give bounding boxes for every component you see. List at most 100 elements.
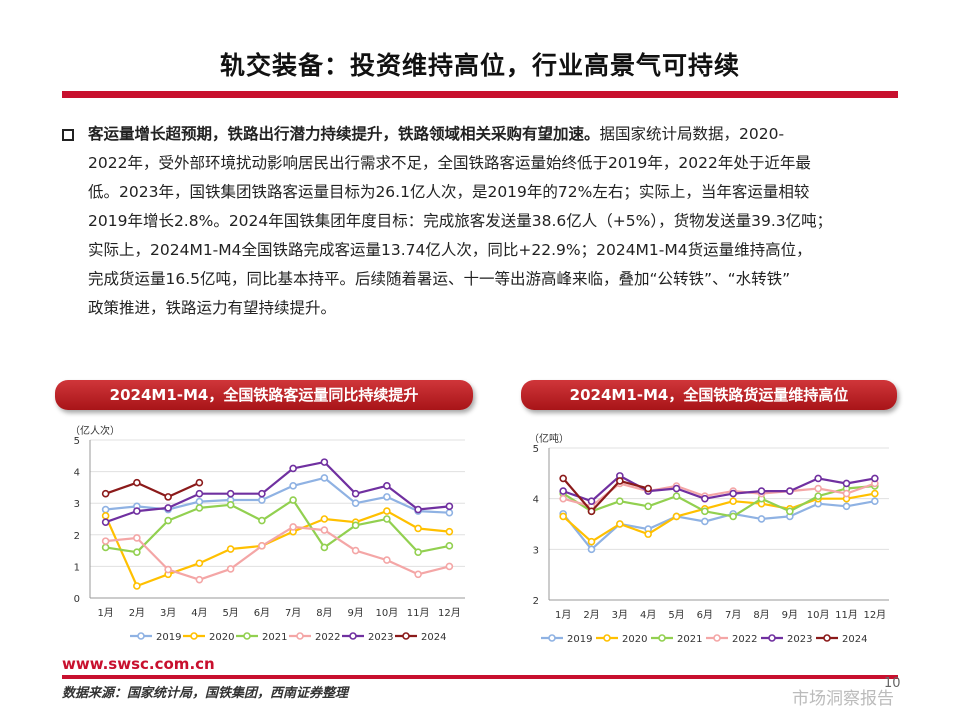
data-point-2021 bbox=[644, 502, 652, 511]
data-point-2021 bbox=[101, 543, 110, 552]
legend-marker-2019 bbox=[548, 634, 556, 642]
series-line-2021 bbox=[105, 498, 450, 554]
series-line-2022 bbox=[105, 525, 450, 581]
data-point-2019 bbox=[101, 505, 110, 514]
x-tick-label: 1月 bbox=[555, 609, 571, 621]
paragraph-line-1: 2022年，受外部环境扰动影响居民出行需求不足，全国铁路客运量始终低于2019年… bbox=[88, 154, 811, 172]
data-point-2023 bbox=[351, 489, 360, 498]
data-point-2022 bbox=[814, 484, 822, 493]
data-point-2020 bbox=[644, 530, 652, 538]
paragraph-line-4: 实际上，2024M1-M4全国铁路完成客运量13.74亿人次，同比+22.9%；… bbox=[88, 241, 812, 259]
data-point-2023 bbox=[757, 487, 766, 495]
data-point-2024 bbox=[101, 489, 110, 498]
data-point-2021 bbox=[258, 516, 266, 525]
data-point-2023 bbox=[814, 474, 822, 483]
x-tick-label: 9月 bbox=[347, 607, 363, 619]
data-point-2020 bbox=[133, 582, 141, 590]
series-line-2021 bbox=[562, 484, 875, 518]
x-tick-label: 5月 bbox=[222, 607, 238, 619]
data-point-2020 bbox=[445, 527, 454, 536]
legend-label-2023: 2023 bbox=[787, 634, 812, 645]
data-point-2021 bbox=[729, 512, 737, 521]
passenger-volume-chart: 0 1 2 3 4 5（亿人次） 1月 2月 3月 4月 5月 6月 7月 8月 9月 10月 11月 12月 20… bbox=[70, 424, 465, 643]
series-line-2024 bbox=[562, 477, 649, 513]
y-axis-unit: （亿人次） bbox=[70, 424, 120, 437]
legend-marker-2021 bbox=[243, 632, 251, 640]
x-tick-label: 9月 bbox=[782, 609, 798, 621]
series-line-2020 bbox=[562, 492, 875, 543]
paragraph-line-6: 政策推进，铁路运力有望持续提升。 bbox=[88, 299, 337, 317]
x-tick-label: 6月 bbox=[254, 607, 270, 619]
data-point-2021 bbox=[445, 542, 454, 550]
data-point-2024 bbox=[133, 478, 141, 487]
data-point-2022 bbox=[133, 534, 141, 542]
data-point-2023 bbox=[414, 505, 422, 514]
data-point-2024 bbox=[587, 507, 596, 516]
legend-marker-2023 bbox=[349, 632, 357, 640]
series-line-2020 bbox=[104, 510, 450, 588]
legend-label-2023: 2023 bbox=[368, 632, 393, 643]
data-point-2021 bbox=[133, 548, 141, 556]
data-point-2023 bbox=[871, 474, 879, 483]
data-point-2022 bbox=[226, 565, 235, 573]
x-tick-label: 2月 bbox=[129, 607, 145, 619]
data-point-2021 bbox=[289, 496, 297, 504]
page-number: 10 bbox=[884, 676, 901, 691]
data-point-2019 bbox=[351, 499, 360, 507]
data-point-2019 bbox=[195, 497, 204, 506]
data-point-2023 bbox=[133, 507, 141, 515]
data-point-2020 bbox=[320, 515, 329, 523]
data-point-2020 bbox=[559, 512, 567, 521]
data-point-2021 bbox=[616, 497, 624, 505]
data-point-2022 bbox=[842, 489, 851, 498]
paragraph-line-3: 2019年增长2.8%。2024年国铁集团年度目标：完成旅客发送量38.6亿人（… bbox=[88, 212, 833, 230]
data-point-2023 bbox=[445, 502, 454, 511]
data-point-2022 bbox=[289, 523, 297, 531]
legend-marker-2024 bbox=[402, 632, 410, 640]
x-tick-label: 6月 bbox=[697, 609, 713, 621]
y-tick-label: 2 bbox=[74, 531, 80, 542]
legend-marker-2022 bbox=[296, 632, 304, 640]
data-point-2021 bbox=[786, 507, 794, 516]
title-underline bbox=[62, 91, 898, 98]
data-point-2021 bbox=[701, 507, 709, 516]
data-point-2019 bbox=[587, 545, 596, 554]
data-point-2021 bbox=[195, 504, 204, 512]
data-point-2022 bbox=[195, 575, 204, 584]
legend-marker-2022 bbox=[713, 634, 721, 642]
legend-marker-2024 bbox=[823, 634, 831, 642]
data-point-2022 bbox=[101, 537, 110, 545]
data-point-2020 bbox=[672, 512, 681, 521]
legend-label-2022: 2022 bbox=[732, 634, 757, 645]
data-point-2019 bbox=[383, 493, 391, 501]
series-line-2022 bbox=[562, 482, 876, 508]
data-point-2021 bbox=[351, 521, 360, 530]
data-point-2022 bbox=[414, 570, 422, 579]
legend-label-2024: 2024 bbox=[842, 634, 867, 645]
body-paragraph: 客运量增长超预期，铁路出行潜力持续提升，铁路领域相关采购有望加速。据国家统计局数… bbox=[88, 120, 908, 323]
legend-label-2021: 2021 bbox=[262, 632, 287, 643]
paragraph-line-5: 完成货运量16.5亿吨，同比基本持平。后续随着暑运、十一等出游高峰来临，叠加“公… bbox=[88, 270, 791, 288]
chart-banner-freight: 2024M1-M4，全国铁路货运量维持高位 bbox=[521, 380, 897, 410]
x-tick-label: 10月 bbox=[807, 609, 830, 621]
y-tick-label: 5 bbox=[74, 436, 80, 447]
x-tick-label: 1月 bbox=[97, 607, 113, 619]
x-tick-label: 3月 bbox=[612, 609, 628, 621]
legend-label-2022: 2022 bbox=[315, 632, 340, 643]
data-point-2023 bbox=[320, 458, 329, 466]
data-point-2022 bbox=[445, 562, 454, 571]
data-point-2021 bbox=[672, 492, 681, 500]
data-point-2024 bbox=[644, 484, 652, 493]
watermark-text: 市场洞察报告 bbox=[792, 689, 894, 709]
data-point-2023 bbox=[195, 489, 204, 498]
data-point-2019 bbox=[757, 515, 766, 523]
data-point-2023 bbox=[587, 497, 596, 505]
x-tick-label: 11月 bbox=[835, 609, 858, 621]
data-point-2024 bbox=[195, 478, 204, 487]
legend-marker-2020 bbox=[603, 634, 611, 642]
legend-label-2021: 2021 bbox=[677, 634, 702, 645]
footer-url[interactable]: www.swsc.com.cn bbox=[62, 655, 215, 673]
data-point-2022 bbox=[320, 526, 329, 534]
data-point-2022 bbox=[351, 546, 360, 555]
data-point-2021 bbox=[383, 515, 391, 523]
